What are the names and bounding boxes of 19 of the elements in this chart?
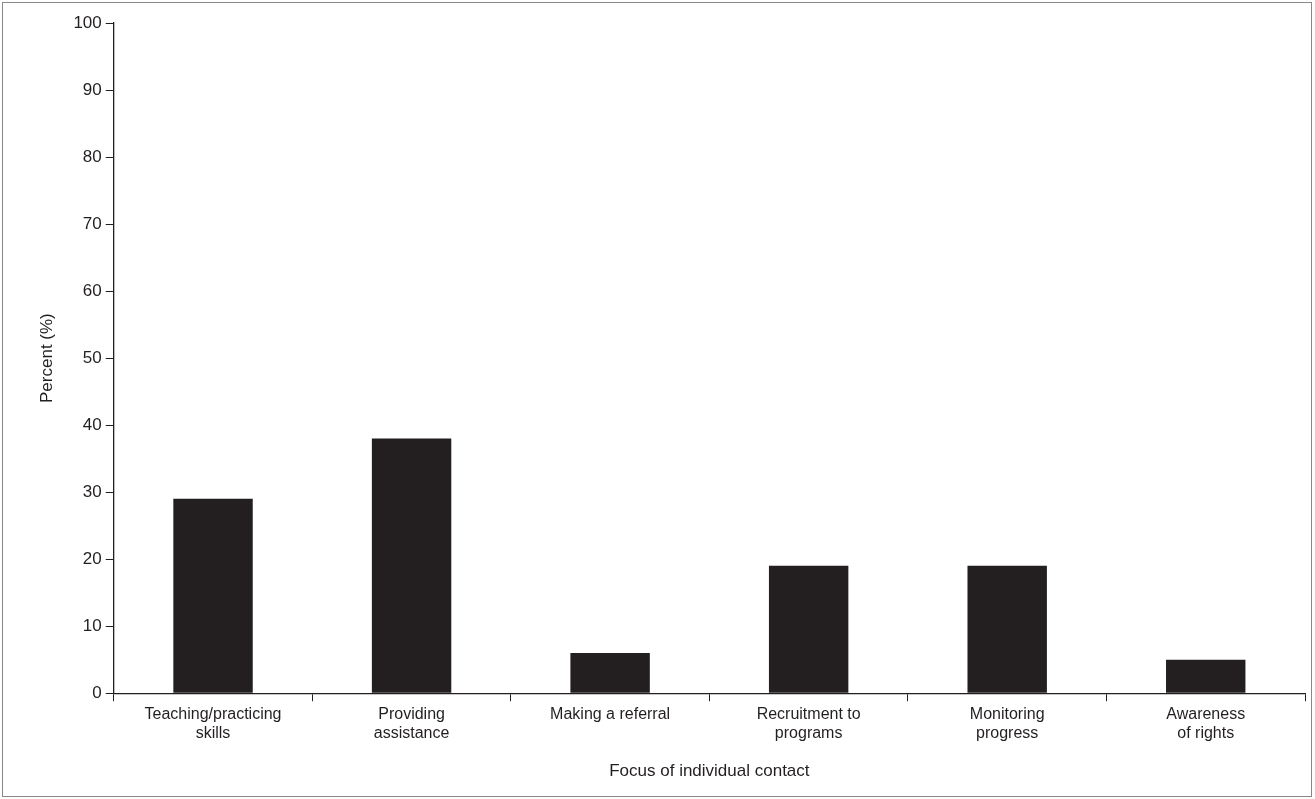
y-tick-label: 0 bbox=[92, 682, 102, 702]
y-tick-label: 70 bbox=[82, 213, 102, 233]
x-tick-label: Teaching/practicing skills bbox=[144, 705, 282, 742]
y-tick-label: 80 bbox=[82, 146, 102, 166]
x-tick-label: Recruitment to programs bbox=[756, 705, 861, 742]
y-tick-label: 50 bbox=[82, 347, 102, 367]
y-tick-label: 20 bbox=[82, 548, 102, 568]
y-tick-label: 60 bbox=[82, 280, 102, 300]
y-tick-label: 30 bbox=[82, 481, 102, 501]
y-tick-label: 100 bbox=[73, 12, 102, 32]
x-tick-label: Providing assistance bbox=[373, 705, 450, 742]
y-tick-label: 10 bbox=[82, 615, 102, 635]
y-tick-label: 90 bbox=[82, 79, 102, 99]
x-tick-label: Making a referral bbox=[550, 705, 671, 723]
x-axis-title: Focus of individual contact bbox=[609, 761, 810, 781]
x-tick-label: Monitoring progress bbox=[969, 705, 1045, 742]
y-tick-label: 40 bbox=[82, 414, 102, 434]
y-axis-title: Percent (%) bbox=[36, 313, 56, 403]
x-tick-label: Awareness of rights bbox=[1166, 705, 1246, 742]
